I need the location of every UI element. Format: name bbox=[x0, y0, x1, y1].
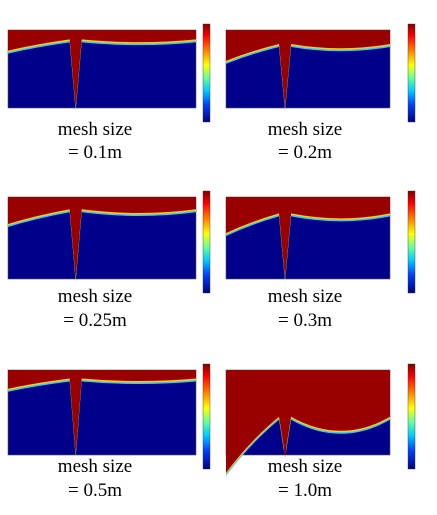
caption-line: mesh size bbox=[268, 119, 342, 140]
caption-line: = 0.2m bbox=[278, 142, 332, 163]
fringe bbox=[226, 198, 390, 281]
caption-line: mesh size bbox=[58, 456, 132, 477]
high-concentration-region bbox=[226, 370, 390, 473]
colorbar bbox=[202, 363, 211, 470]
colorbar bbox=[407, 23, 416, 123]
high-concentration-region bbox=[226, 197, 390, 279]
fringe bbox=[226, 200, 390, 282]
caption-line: = 0.25m bbox=[63, 310, 127, 331]
caption-line: mesh size bbox=[58, 286, 132, 307]
panel: mesh size = 0.5m bbox=[7, 363, 211, 501]
caption-line: = 1.0m bbox=[278, 480, 332, 501]
panel: mesh size = 0.3m bbox=[225, 190, 416, 331]
caption-line: = 0.1m bbox=[68, 142, 122, 163]
panel: mesh size = 1.0m bbox=[225, 363, 416, 501]
caption-line: = 0.3m bbox=[278, 310, 332, 331]
colorbar bbox=[407, 363, 416, 470]
high-concentration-region bbox=[8, 30, 196, 108]
colorbar bbox=[202, 23, 211, 123]
caption-line: = 0.5m bbox=[68, 480, 122, 501]
colorbar bbox=[407, 190, 416, 294]
caption-line: mesh size bbox=[268, 456, 342, 477]
caption-line: mesh size bbox=[58, 119, 132, 140]
panel: mesh size = 0.25m bbox=[7, 190, 211, 331]
caption-line: mesh size bbox=[268, 286, 342, 307]
colorbar bbox=[202, 190, 211, 294]
panel: mesh size= 0.2m bbox=[225, 23, 416, 163]
high-concentration-region bbox=[8, 197, 196, 279]
panel: mesh size= 0.1m bbox=[7, 23, 211, 163]
divider bbox=[284, 416, 287, 455]
high-concentration-region bbox=[8, 370, 196, 455]
high-concentration-region bbox=[226, 30, 390, 108]
